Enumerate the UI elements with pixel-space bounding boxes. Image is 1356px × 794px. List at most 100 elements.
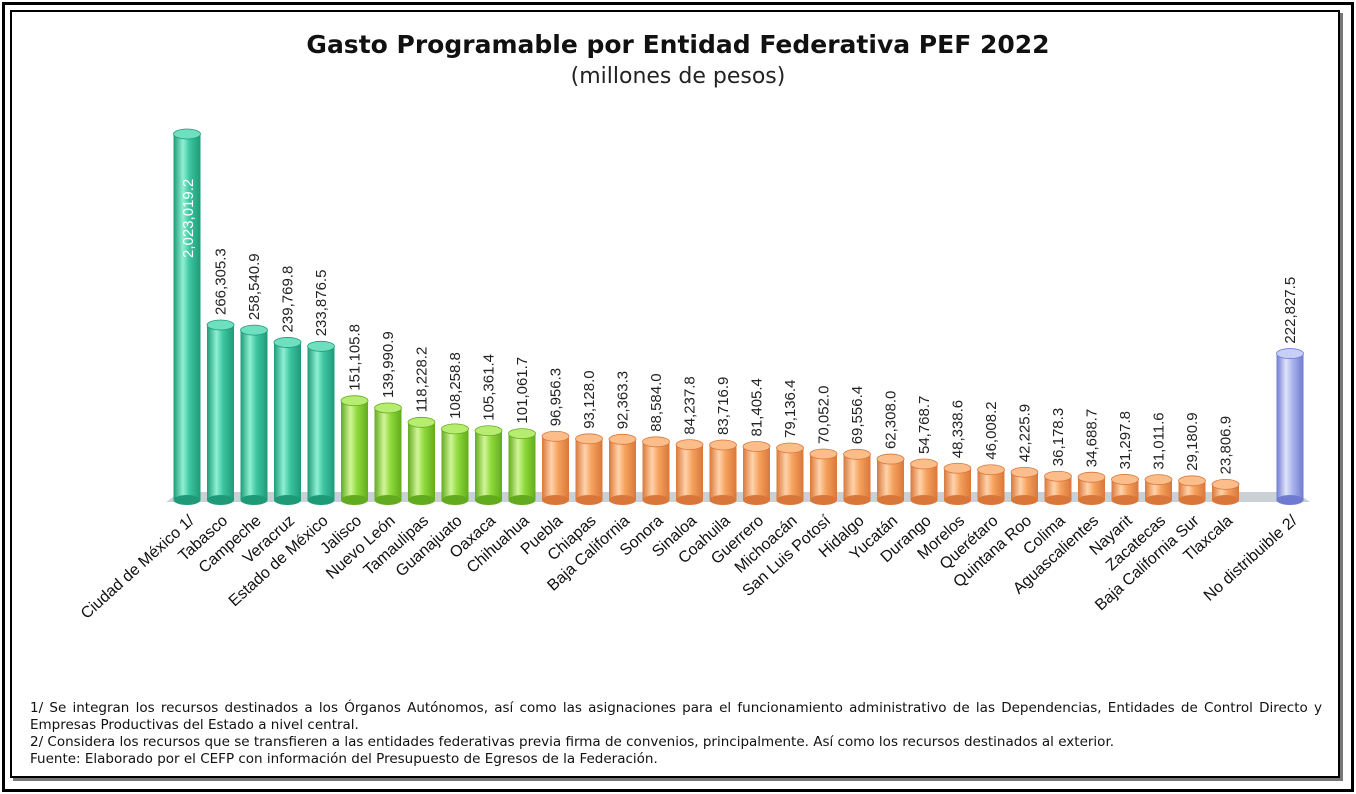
bar-body: [676, 444, 703, 500]
bar-cap: [508, 428, 536, 439]
bar-base: [1078, 495, 1105, 505]
bar-base: [374, 495, 402, 505]
bar-body: [810, 453, 837, 500]
bar-base: [1178, 495, 1206, 505]
bar-base: [877, 495, 904, 505]
bar-25: [977, 464, 1005, 505]
value-label: 96,956.3: [548, 368, 565, 426]
bar-base: [441, 495, 469, 505]
bar-base: [843, 495, 871, 505]
bar-cap: [910, 458, 938, 470]
value-label: 69,556.4: [849, 386, 866, 444]
bar-body: [408, 422, 435, 500]
bar-body: [776, 447, 804, 500]
bar-body: [609, 439, 636, 500]
bar-base: [776, 495, 804, 505]
bar-cap: [843, 448, 871, 460]
bar-cap: [541, 430, 570, 442]
chart-title: Gasto Programable por Entidad Federativa…: [306, 30, 1050, 59]
bar-13: [575, 433, 603, 505]
value-label: 31,297.8: [1117, 411, 1134, 469]
bar-base: [508, 495, 536, 505]
bar-18: [742, 441, 771, 505]
bar-5: [307, 340, 335, 505]
footnote-1: 1/ Se integran los recursos destinados a…: [30, 700, 1322, 733]
value-label: 31,011.6: [1151, 412, 1168, 469]
bar-body: [1276, 353, 1304, 500]
value-label: 70,052.0: [816, 386, 833, 444]
bar-10: [474, 425, 503, 505]
bar-body: [207, 325, 234, 500]
bar-27: [1044, 470, 1072, 505]
value-label: 118,228.2: [414, 347, 431, 413]
bar-4: [273, 337, 302, 505]
bar-body: [240, 330, 268, 500]
bar-body: [542, 436, 569, 500]
bar-cap: [307, 340, 335, 352]
bar-body: [307, 346, 335, 500]
bar-16: [675, 439, 704, 505]
value-label: 23,806.9: [1218, 416, 1235, 474]
bar-6: [340, 395, 369, 505]
value-label: 139,990.9: [380, 331, 397, 398]
bar-base: [207, 495, 234, 505]
value-label: 54,768.7: [916, 396, 933, 454]
bar-body: [642, 441, 670, 500]
bar-body: [173, 134, 201, 500]
bar-cap: [642, 436, 670, 448]
category-label: Ciudad de México 1/: [78, 512, 198, 623]
bar-body: [910, 464, 938, 500]
bar-base: [609, 495, 636, 505]
bar-cap: [876, 453, 905, 465]
footnote-2: 2/ Considera los recursos que se transfi…: [30, 734, 1115, 750]
value-label: 92,363.3: [615, 371, 632, 429]
bar-base: [1212, 495, 1239, 505]
value-label: 83,716.9: [715, 377, 732, 435]
bar-cap: [608, 433, 637, 445]
bar-30: [1144, 474, 1173, 505]
bar-29: [1111, 474, 1139, 505]
bar-body: [441, 428, 469, 500]
bar-body: [1111, 479, 1139, 500]
bar-9: [441, 423, 469, 505]
value-label: 79,136.4: [782, 380, 799, 438]
bar-28: [1077, 471, 1106, 505]
bar-body: [274, 342, 301, 500]
bar-cap: [273, 337, 302, 348]
bar-14: [608, 433, 637, 505]
bar-body: [1178, 480, 1206, 500]
footnotes: 1/ Se integran los recursos destinados a…: [30, 700, 1322, 768]
bar-base: [475, 495, 502, 505]
bar-body: [709, 444, 737, 500]
bar-body: [341, 400, 368, 500]
bar-cap: [776, 442, 804, 454]
value-label: 62,308.0: [883, 391, 900, 449]
bar-cap: [575, 433, 603, 445]
bar-base: [1145, 495, 1172, 505]
bar-32: [1211, 478, 1240, 505]
bar-19: [776, 442, 804, 505]
bar-cap: [474, 425, 503, 437]
bar-cap: [441, 423, 469, 435]
bar-body: [575, 438, 603, 500]
bar-3: [240, 324, 268, 505]
bar-base: [810, 495, 837, 505]
value-label: 108,258.8: [447, 352, 464, 419]
bar-24: [943, 462, 972, 505]
bar-cap: [1178, 475, 1206, 487]
bar-cap: [1211, 478, 1240, 490]
value-label: 81,405.4: [749, 378, 766, 436]
value-label: 29,180.9: [1184, 412, 1201, 470]
value-label: 239,769.8: [280, 266, 297, 333]
bar-cap: [977, 464, 1005, 476]
bar-cap: [173, 128, 201, 140]
bar-15: [642, 436, 670, 505]
chart-subtitle: (millones de pesos): [570, 64, 786, 89]
value-label: 222,827.5: [1282, 277, 1299, 344]
bar-body: [743, 446, 770, 500]
bar-cap: [675, 439, 704, 451]
bar-33: [1276, 348, 1304, 505]
bar-base: [1111, 495, 1139, 505]
bar-base: [173, 495, 201, 505]
value-label: 101,061.7: [514, 357, 531, 424]
